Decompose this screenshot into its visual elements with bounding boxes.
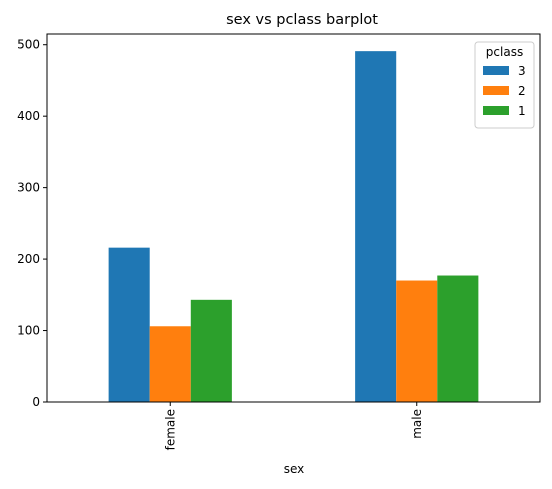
x-tick-label: female bbox=[163, 409, 177, 450]
x-tick-label: male bbox=[410, 409, 424, 439]
legend-swatch-pclass-2 bbox=[483, 86, 509, 95]
x-axis: female male bbox=[163, 402, 424, 450]
y-tick-label: 400 bbox=[17, 109, 40, 123]
x-axis-label: sex bbox=[284, 462, 305, 476]
legend-swatch-pclass-3 bbox=[483, 66, 509, 75]
bar-male-pclass-3 bbox=[355, 51, 397, 403]
legend-title: pclass bbox=[486, 45, 523, 59]
y-tick-label: 200 bbox=[17, 252, 40, 266]
y-tick-label: 300 bbox=[17, 181, 40, 195]
y-tick-label: 500 bbox=[17, 38, 40, 52]
bar-female-pclass-2 bbox=[149, 326, 191, 402]
chart-title: sex vs pclass barplot bbox=[226, 12, 378, 28]
plot-area bbox=[46, 33, 541, 403]
legend-label-pclass-1: 1 bbox=[518, 104, 526, 118]
bar-female-pclass-1 bbox=[190, 299, 232, 402]
y-axis: 0 100 200 300 400 500 bbox=[17, 38, 47, 409]
legend: pclass 3 2 1 bbox=[474, 41, 535, 129]
bar-female-pclass-3 bbox=[108, 247, 150, 402]
legend-swatch-pclass-1 bbox=[483, 106, 509, 115]
legend-label-pclass-2: 2 bbox=[518, 84, 526, 98]
bar-male-pclass-1 bbox=[437, 275, 479, 402]
plot-frame bbox=[46, 33, 541, 403]
legend-label-pclass-3: 3 bbox=[518, 64, 526, 78]
y-tick-label: 0 bbox=[32, 395, 40, 409]
y-tick-label: 100 bbox=[17, 324, 40, 338]
bar-male-pclass-2 bbox=[396, 280, 438, 402]
